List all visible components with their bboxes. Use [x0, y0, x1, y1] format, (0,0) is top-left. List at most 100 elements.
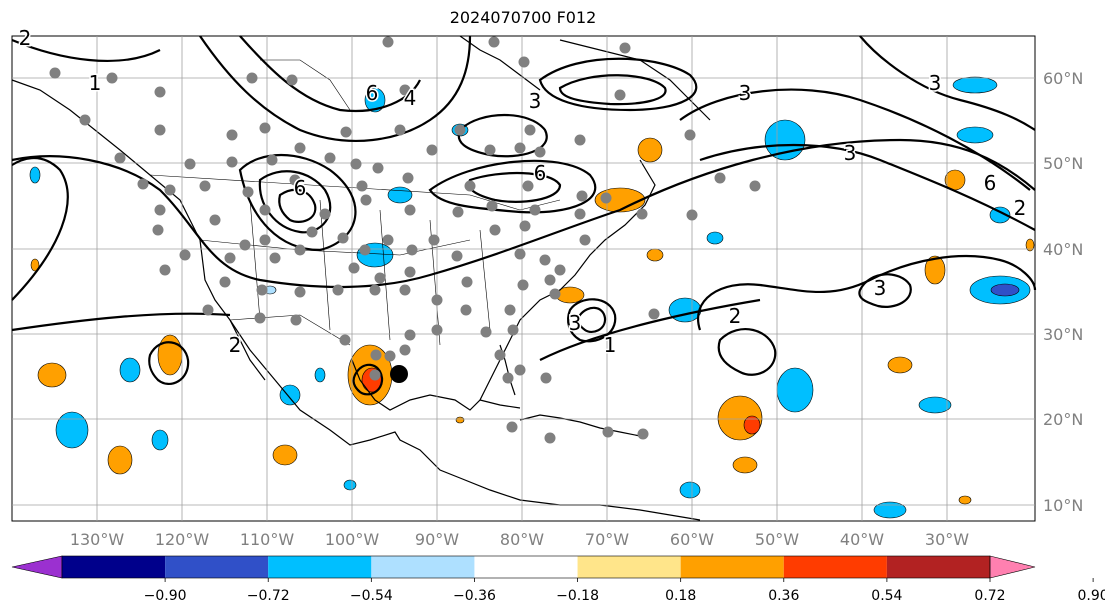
lon-label: 60°W: [670, 530, 714, 549]
station-marker: [339, 334, 351, 346]
station-marker: [749, 180, 761, 192]
station-marker: [337, 232, 349, 244]
station-marker: [534, 146, 546, 158]
anomaly-region: [343, 479, 357, 491]
contour-label: 4: [404, 86, 417, 110]
lon-label: 30°W: [925, 530, 969, 549]
contour-line: [11, 38, 161, 63]
station-marker: [399, 84, 411, 96]
contour-line: [148, 341, 190, 385]
station-marker: [399, 344, 411, 356]
station-marker: [290, 314, 302, 326]
contour-line: [258, 170, 332, 234]
anomaly-region: [924, 255, 946, 285]
station-marker: [514, 142, 526, 154]
station-marker: [426, 144, 438, 156]
station-marker: [494, 349, 506, 361]
station-marker: [259, 204, 271, 216]
anomaly-region: [732, 456, 758, 474]
anomaly-region: [29, 166, 41, 184]
anomaly-region: [279, 384, 301, 406]
contour-line: [11, 138, 1036, 289]
contour-line: [538, 57, 698, 112]
station-marker: [451, 250, 463, 262]
anomaly-region: [706, 231, 724, 245]
station-marker: [269, 252, 281, 264]
station-marker: [464, 180, 476, 192]
colorbar-tick-label: −0.72: [247, 588, 290, 604]
lon-label: 40°W: [840, 530, 884, 549]
contour-label: 2: [729, 304, 742, 328]
colorbar-tick-label: 0.18: [665, 588, 696, 604]
contour-label: 6: [294, 176, 307, 200]
contour-line: [679, 88, 1031, 191]
station-marker: [184, 158, 196, 170]
station-marker: [306, 226, 318, 238]
colorbar-tick-label: −0.36: [453, 588, 496, 604]
station-marker: [544, 274, 556, 286]
station-marker: [137, 178, 149, 190]
contour-line: [11, 157, 69, 301]
anomaly-region: [989, 206, 1011, 224]
longitude-labels: 130°W 120°W 110°W 100°W 90°W 80°W 70°W 60°W 50°W…: [70, 530, 969, 549]
station-marker: [686, 209, 698, 221]
contour-line: [859, 35, 1036, 131]
station-marker: [576, 190, 588, 202]
station-marker: [319, 208, 331, 220]
station-marker: [348, 262, 360, 274]
contour-line: [199, 35, 472, 142]
lon-label: 50°W: [755, 530, 799, 549]
contour-line: [11, 312, 231, 332]
station-marker: [404, 266, 416, 278]
anomaly-region: [151, 429, 169, 451]
contour-line: [699, 143, 1036, 231]
station-marker: [602, 426, 614, 438]
station-marker: [554, 264, 566, 276]
contour-line: [717, 328, 777, 376]
station-marker: [637, 428, 649, 440]
station-marker: [486, 200, 498, 212]
station-marker: [350, 158, 362, 170]
station-marker: [384, 350, 396, 362]
station-marker: [544, 432, 556, 444]
contour-line: [858, 273, 912, 308]
station-marker: [461, 276, 473, 288]
station-marker: [106, 72, 118, 84]
anomaly-region: [314, 367, 326, 383]
station-marker: [199, 180, 211, 192]
station-marker: [454, 124, 466, 136]
station-marker: [522, 180, 534, 192]
station-marker: [370, 349, 382, 361]
station-marker: [614, 89, 626, 101]
station-marker: [246, 72, 258, 84]
station-marker: [514, 364, 526, 376]
station-marker: [524, 124, 536, 136]
station-marker: [394, 124, 406, 136]
station-marker: [164, 184, 176, 196]
contour-label: 3: [739, 81, 752, 105]
anomaly-region: [668, 297, 702, 323]
anomaly-region: [37, 362, 67, 388]
anomaly-region: [157, 334, 183, 376]
station-marker: [369, 369, 381, 381]
contour-label: 6: [984, 171, 997, 195]
station-marker: [579, 234, 591, 246]
station-marker: [226, 129, 238, 141]
colorbar-tick-label: −0.18: [556, 588, 599, 604]
station-marker: [374, 272, 386, 284]
anomaly-region: [952, 76, 998, 94]
contour-line: [577, 306, 607, 334]
station-marker: [154, 86, 166, 98]
height-contours: [11, 35, 1037, 396]
station-marker: [382, 234, 394, 246]
station-marker: [502, 372, 514, 384]
coastlines: [11, 35, 711, 521]
contour-label: 2: [19, 26, 32, 50]
station-marker: [539, 254, 551, 266]
anomaly-region: [646, 248, 664, 262]
station-marker: [648, 308, 660, 320]
station-marker: [154, 124, 166, 136]
anomaly-region: [455, 416, 465, 424]
contour-line: [239, 35, 421, 113]
